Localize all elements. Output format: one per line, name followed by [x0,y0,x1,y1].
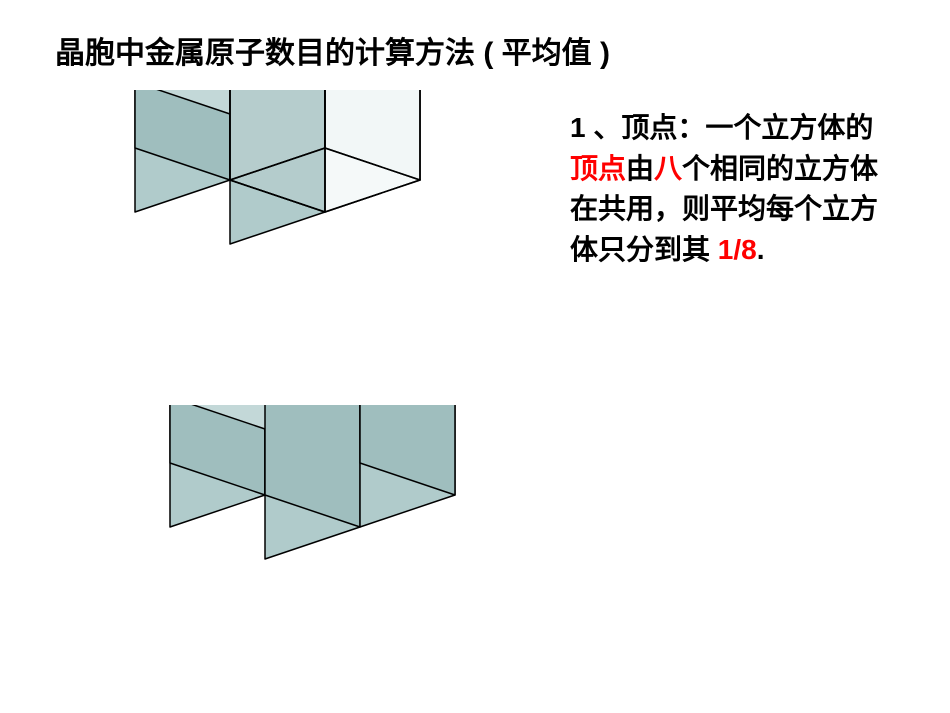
explanation-segment: . [757,234,765,265]
diagram-top-transparent [60,90,530,380]
explanation-segment: 1/8 [718,234,757,265]
explanation-prefix: 1 [570,112,586,143]
explanation-segment: 顶点 [570,153,626,184]
explanation-segment: 八 [654,153,682,184]
explanation-segment: 由 [626,153,654,184]
explanation-text: 1 、顶点：一个立方体的顶点由八个相同的立方体在共用，则平均每个立方体只分到其 … [570,108,890,270]
page-title: 晶胞中金属原子数目的计算方法 ( 平均值 ) [55,28,610,72]
diagram-bottom-atom [95,405,565,695]
explanation-segment: 、顶点：一个立方体的 [586,112,874,143]
